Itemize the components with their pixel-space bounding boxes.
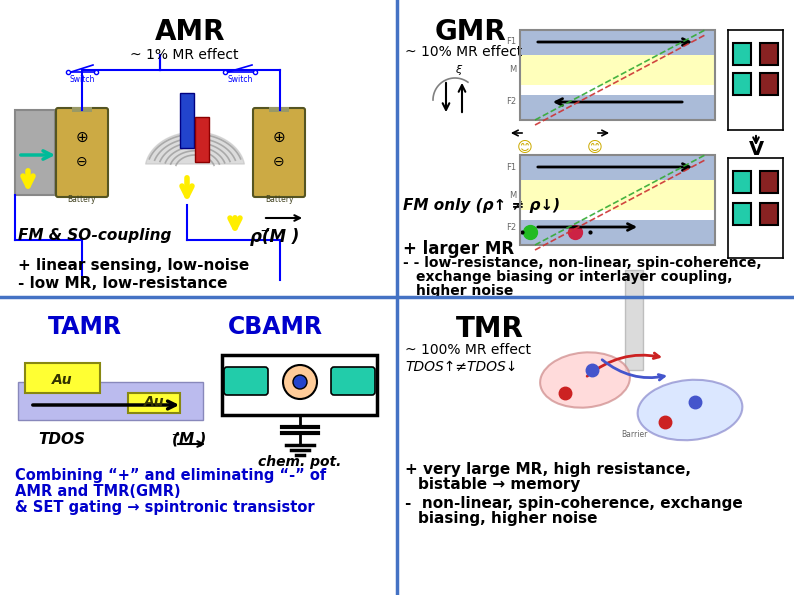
Bar [18,382,203,420]
Text: 😊: 😊 [517,140,533,155]
Text: Switch: Switch [69,75,94,84]
Bar [520,95,715,120]
Text: M: M [509,65,516,74]
Bar [520,155,715,180]
Text: ~ 100% MR effect: ~ 100% MR effect [405,343,531,357]
Text: FM & SO-coupling: FM & SO-coupling [18,228,172,243]
Text: - - low-resistance, non-linear, spin-coherence,: - - low-resistance, non-linear, spin-coh… [403,256,761,270]
Text: exchange biasing or interlayer coupling,: exchange biasing or interlayer coupling, [416,270,733,284]
Bar [760,203,778,225]
Text: + very large MR, high resistance,: + very large MR, high resistance, [405,462,691,477]
Polygon shape [145,132,245,164]
Circle shape [293,375,307,389]
Bar [520,55,715,85]
Bar [195,117,209,162]
Bar [128,393,180,413]
Text: & SET gating → spintronic transistor: & SET gating → spintronic transistor [15,500,314,515]
FancyBboxPatch shape [224,367,268,395]
Text: TDOS↑≠TDOS↓: TDOS↑≠TDOS↓ [405,360,518,374]
Text: Au: Au [144,395,164,409]
Text: AMR: AMR [155,18,225,46]
Text: AMR and TMR(GMR): AMR and TMR(GMR) [15,484,180,499]
Bar [520,30,715,120]
Text: Barrier: Barrier [621,430,647,439]
Text: 😊: 😊 [587,140,603,155]
Text: ~ 1% MR effect: ~ 1% MR effect [130,48,238,62]
Text: -  non-linear, spin-coherence, exchange: - non-linear, spin-coherence, exchange [405,496,742,511]
Text: (⃗M ): (⃗M ) [172,432,206,447]
Bar [760,171,778,193]
Text: F2: F2 [506,223,516,231]
Text: V: V [749,140,764,159]
Text: Battery: Battery [67,195,96,204]
Text: Combining “+” and eliminating “-” of: Combining “+” and eliminating “-” of [15,468,326,483]
Text: - low MR, low-resistance: - low MR, low-resistance [18,276,228,291]
Text: Switch: Switch [227,75,252,84]
FancyBboxPatch shape [56,108,108,197]
Bar [520,30,715,55]
Text: GMR: GMR [434,18,506,46]
Ellipse shape [638,380,742,440]
Text: M: M [509,190,516,199]
Bar [760,43,778,65]
Text: biasing, higher noise: biasing, higher noise [418,511,598,526]
Bar [733,171,751,193]
Bar [269,107,289,112]
Text: bistable → memory: bistable → memory [418,477,580,492]
Text: ⊖: ⊖ [76,155,88,169]
Bar [520,180,715,210]
Text: ~ 10% MR effect: ~ 10% MR effect [405,45,522,59]
Text: + larger MR: + larger MR [403,240,515,258]
Text: ⊕: ⊕ [75,130,88,145]
Circle shape [283,365,317,399]
Bar [760,73,778,95]
Bar [520,155,715,245]
Text: Au: Au [52,373,72,387]
Text: TDOS: TDOS [38,432,86,447]
Bar [180,93,194,148]
Bar [733,73,751,95]
Bar [625,270,643,370]
Text: chem. pot.: chem. pot. [258,455,341,469]
Bar [25,363,100,393]
Text: ⊕: ⊕ [272,130,285,145]
Text: F2: F2 [506,98,516,107]
Text: ρ(⃗M ): ρ(⃗M ) [250,228,299,246]
Text: F1: F1 [506,37,516,46]
Bar [222,355,377,415]
Text: ξ: ξ [455,65,461,75]
Text: higher noise: higher noise [416,284,514,298]
Bar [72,107,92,112]
Bar [733,43,751,65]
Text: + linear sensing, low-noise: + linear sensing, low-noise [18,258,249,273]
Text: TMR: TMR [456,315,524,343]
Bar [733,203,751,225]
Bar [520,220,715,245]
FancyBboxPatch shape [253,108,305,197]
Bar [15,110,55,195]
Text: FM only (ρ↑ ≠ ρ↓): FM only (ρ↑ ≠ ρ↓) [403,198,560,213]
Text: CBAMR: CBAMR [228,315,322,339]
Text: ⊖: ⊖ [273,155,285,169]
Text: TAMR: TAMR [48,315,122,339]
FancyBboxPatch shape [331,367,375,395]
Text: F1: F1 [506,162,516,171]
Ellipse shape [540,352,630,408]
Text: Battery: Battery [264,195,293,204]
